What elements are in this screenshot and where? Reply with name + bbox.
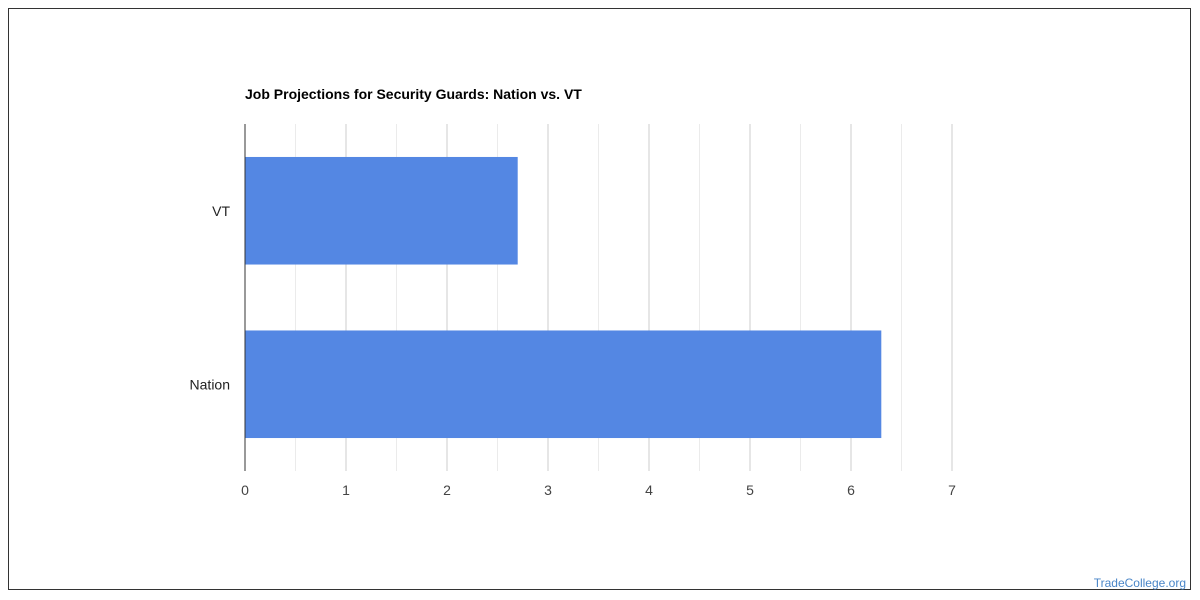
category-labels: VT Nation xyxy=(190,203,231,393)
bar-vt xyxy=(245,156,518,265)
x-tick-label: 4 xyxy=(645,482,653,498)
category-label-nation: Nation xyxy=(190,376,230,392)
category-label-vt: VT xyxy=(212,203,230,219)
chart-frame xyxy=(8,8,1191,590)
chart-title: Job Projections for Security Guards: Nat… xyxy=(245,86,582,102)
watermark-link[interactable]: TradeCollege.org xyxy=(1093,576,1186,590)
bar-nation xyxy=(245,330,882,439)
x-tick-label: 0 xyxy=(241,482,249,498)
x-axis-ticks: 0 1 2 3 4 5 6 7 xyxy=(241,482,956,498)
x-tick-label: 6 xyxy=(847,482,855,498)
bars xyxy=(245,156,882,439)
x-tick-label: 7 xyxy=(948,482,956,498)
x-tick-label: 2 xyxy=(443,482,451,498)
x-tick-label: 3 xyxy=(544,482,552,498)
x-tick-label: 1 xyxy=(342,482,350,498)
x-tick-label: 5 xyxy=(746,482,754,498)
